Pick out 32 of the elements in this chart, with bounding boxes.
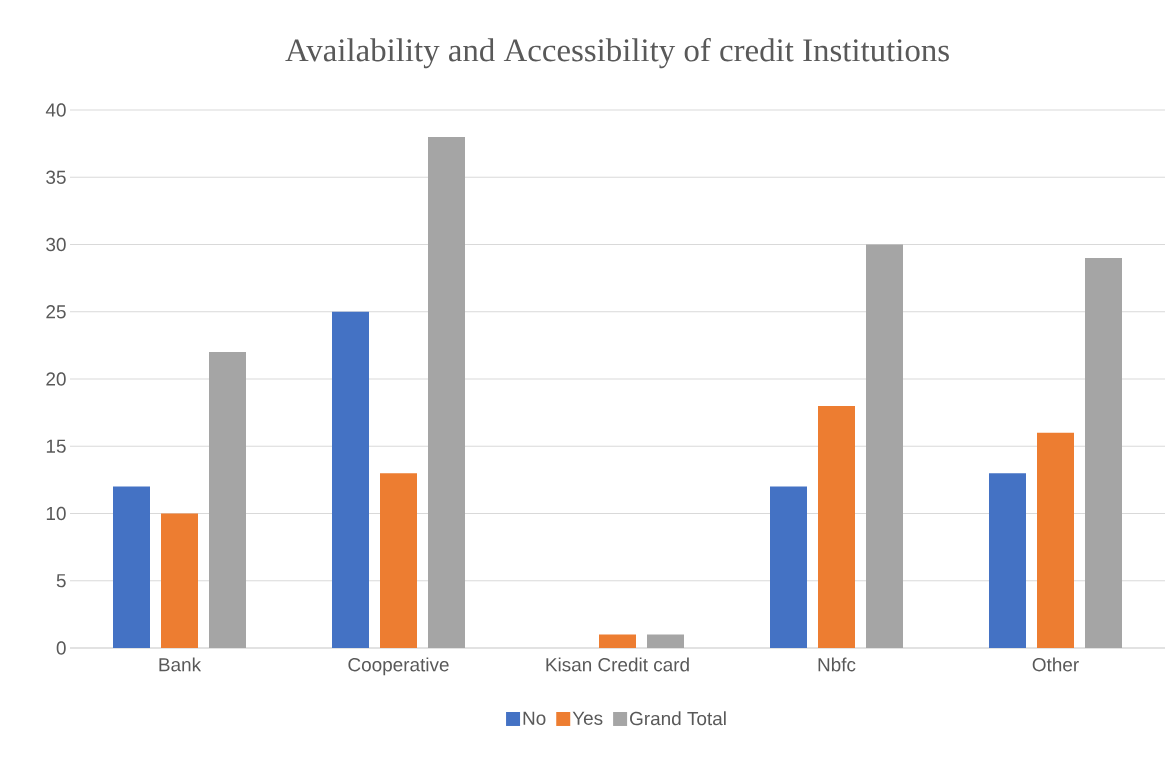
bar [1037,432,1074,648]
y-tick-label: 40 [45,103,66,117]
x-tick-label: Other [1032,657,1079,672]
y-tick-label: 10 [46,506,66,521]
legend-label: Grand Total [630,711,726,726]
bar [818,405,855,648]
legend-label: No [523,711,546,725]
x-tick-label: Cooperative [348,657,449,676]
bar [1085,257,1122,648]
x-tick-label: Bank [159,657,202,672]
chart-title: Availability and Accessibility of credit Institutions [285,37,949,69]
y-tick-label: 0 [56,641,66,655]
bar [161,513,198,648]
y-tick-label: 20 [46,372,66,386]
bar [989,473,1026,648]
y-tick-label: 5 [56,574,66,588]
x-tick-label: Nbfc [818,657,856,672]
y-tick-label: 25 [46,305,66,319]
bar [866,244,903,648]
y-tick-label: 15 [46,439,66,453]
y-tick-label: 30 [46,237,66,252]
bar [428,136,465,648]
bar [647,634,684,648]
x-tick-label: Kisan Credit card [546,657,689,672]
bar [599,634,636,648]
y-tick-label: 35 [46,170,66,184]
bar [380,473,417,648]
bar [770,486,807,648]
bar [113,486,150,648]
bar [332,311,369,648]
bar [209,352,246,648]
legend-label: Yes [572,711,603,725]
